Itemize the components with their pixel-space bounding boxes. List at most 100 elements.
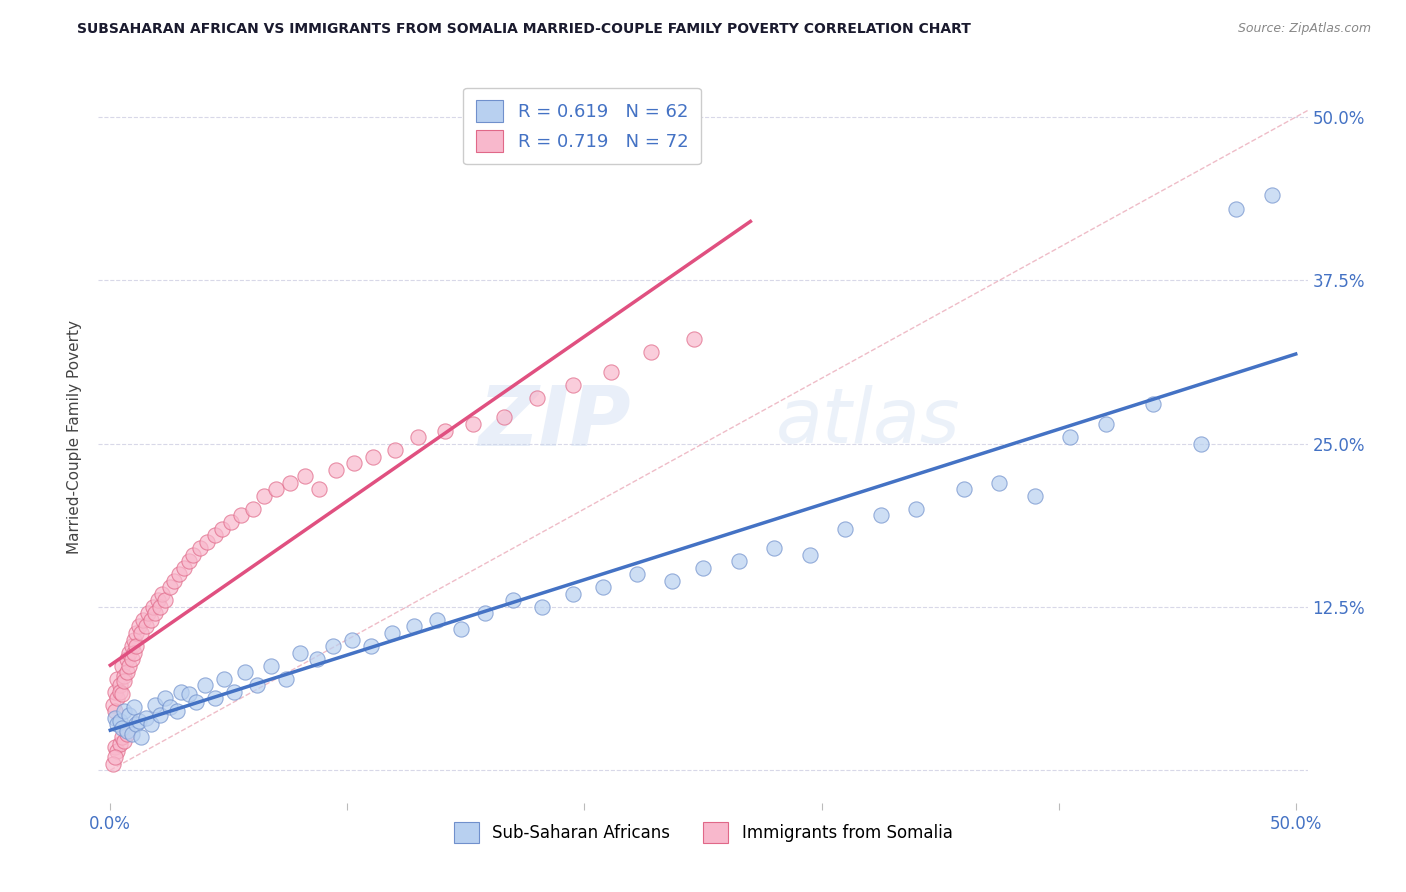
Point xyxy=(143,607,166,621)
Point xyxy=(253,489,276,503)
Point xyxy=(122,700,145,714)
Point xyxy=(115,652,138,666)
Point xyxy=(433,424,456,438)
Point xyxy=(142,599,165,614)
Point xyxy=(280,475,302,490)
Point xyxy=(1189,436,1212,450)
Point xyxy=(204,528,226,542)
Point xyxy=(173,560,195,574)
Point xyxy=(219,515,242,529)
Point xyxy=(115,665,138,680)
Point xyxy=(260,658,283,673)
Point xyxy=(125,626,148,640)
Point xyxy=(492,410,515,425)
Point xyxy=(111,722,134,736)
Point xyxy=(118,708,141,723)
Point xyxy=(135,711,157,725)
Point xyxy=(869,508,891,523)
Point xyxy=(114,734,136,748)
Point xyxy=(599,365,621,379)
Point xyxy=(139,717,162,731)
Point xyxy=(834,521,856,535)
Point xyxy=(322,639,344,653)
Point xyxy=(153,691,176,706)
Point xyxy=(426,613,449,627)
Y-axis label: Married-Couple Family Poverty: Married-Couple Family Poverty xyxy=(67,320,83,554)
Point xyxy=(166,705,188,719)
Point xyxy=(381,626,404,640)
Point xyxy=(149,599,172,614)
Point xyxy=(274,672,297,686)
Point xyxy=(149,708,172,723)
Point xyxy=(118,646,141,660)
Point xyxy=(197,534,219,549)
Point xyxy=(105,691,128,706)
Point xyxy=(135,619,157,633)
Point xyxy=(402,619,425,633)
Point xyxy=(905,502,928,516)
Point xyxy=(177,687,200,701)
Point xyxy=(408,430,430,444)
Point xyxy=(114,705,136,719)
Point xyxy=(222,685,245,699)
Point xyxy=(118,658,141,673)
Point xyxy=(104,685,127,699)
Point xyxy=(108,685,131,699)
Point xyxy=(526,391,548,405)
Point xyxy=(108,714,131,728)
Point xyxy=(139,613,162,627)
Point xyxy=(121,726,143,740)
Text: ZIP: ZIP xyxy=(478,382,630,463)
Point xyxy=(125,639,148,653)
Point xyxy=(104,750,127,764)
Point xyxy=(242,502,264,516)
Point xyxy=(561,377,583,392)
Point xyxy=(363,450,385,464)
Point xyxy=(561,587,583,601)
Point xyxy=(129,626,152,640)
Point xyxy=(111,687,134,701)
Point xyxy=(661,574,683,588)
Point xyxy=(988,475,1011,490)
Point xyxy=(799,548,821,562)
Point xyxy=(308,483,330,497)
Point xyxy=(461,417,484,431)
Point xyxy=(128,619,150,633)
Point xyxy=(115,723,138,738)
Point xyxy=(101,756,124,771)
Point xyxy=(264,483,287,497)
Point xyxy=(121,652,143,666)
Point xyxy=(343,456,366,470)
Point xyxy=(122,646,145,660)
Point xyxy=(105,672,128,686)
Point xyxy=(340,632,363,647)
Point xyxy=(114,674,136,689)
Point xyxy=(305,652,328,666)
Point xyxy=(288,646,311,660)
Point xyxy=(159,700,181,714)
Text: Source: ZipAtlas.com: Source: ZipAtlas.com xyxy=(1237,22,1371,36)
Point xyxy=(190,541,212,555)
Point xyxy=(692,560,714,574)
Point xyxy=(325,463,347,477)
Point xyxy=(111,658,134,673)
Point xyxy=(952,483,974,497)
Point xyxy=(170,685,193,699)
Point xyxy=(122,632,145,647)
Point xyxy=(246,678,269,692)
Point xyxy=(592,580,614,594)
Point xyxy=(502,593,524,607)
Point xyxy=(450,622,472,636)
Point xyxy=(682,332,704,346)
Point xyxy=(104,705,127,719)
Point xyxy=(626,567,648,582)
Point xyxy=(167,567,190,582)
Point xyxy=(128,714,150,728)
Point xyxy=(384,443,406,458)
Point xyxy=(115,726,138,740)
Point xyxy=(105,717,128,731)
Point xyxy=(1059,430,1081,444)
Point xyxy=(163,574,186,588)
Point xyxy=(1095,417,1118,431)
Point xyxy=(104,739,127,754)
